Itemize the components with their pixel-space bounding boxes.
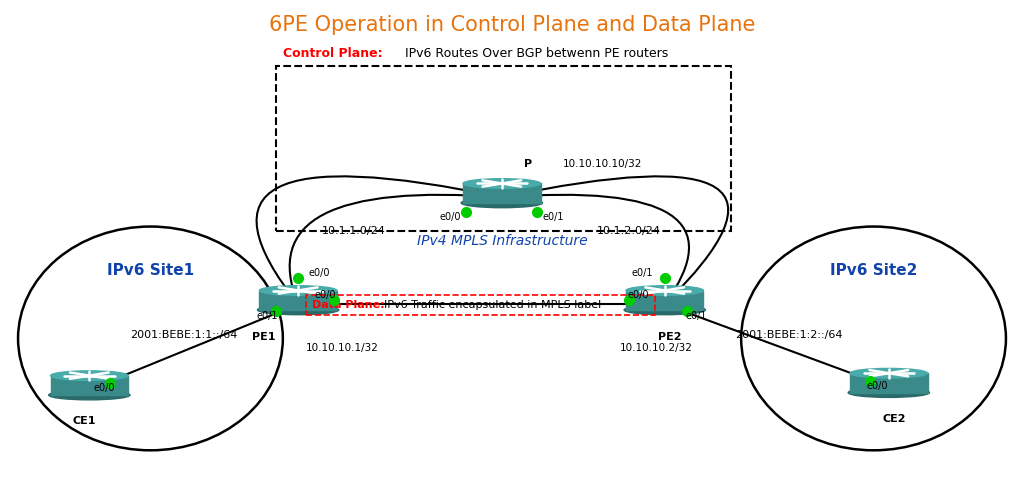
Ellipse shape <box>50 371 128 380</box>
Text: PE1: PE1 <box>252 333 275 342</box>
Text: 10.10.10.10/32: 10.10.10.10/32 <box>563 159 642 169</box>
Bar <box>850 373 928 393</box>
Bar <box>626 290 703 310</box>
Text: e0/0: e0/0 <box>314 290 336 300</box>
Text: Data Plane:: Data Plane: <box>312 300 385 310</box>
Text: CE1: CE1 <box>73 416 96 426</box>
Ellipse shape <box>257 305 339 315</box>
Ellipse shape <box>625 305 706 315</box>
Ellipse shape <box>850 369 928 378</box>
Ellipse shape <box>259 286 337 295</box>
Text: PE2: PE2 <box>658 333 682 342</box>
Ellipse shape <box>461 198 543 208</box>
Text: 2001:BEBE:1:2::/64: 2001:BEBE:1:2::/64 <box>735 330 843 339</box>
Text: e0/1: e0/1 <box>543 212 564 222</box>
Text: IPv6 Site1: IPv6 Site1 <box>106 263 194 278</box>
Text: CE2: CE2 <box>882 414 905 424</box>
Text: e0/0: e0/0 <box>308 268 330 278</box>
Text: IPv6 Routes Over BGP betwenn PE routers: IPv6 Routes Over BGP betwenn PE routers <box>393 47 668 61</box>
Text: 10.10.10.1/32: 10.10.10.1/32 <box>306 343 379 353</box>
Text: IPv6 Traffic encapsulated in MPLS label: IPv6 Traffic encapsulated in MPLS label <box>384 300 601 310</box>
Ellipse shape <box>848 388 930 398</box>
Text: 6PE Operation in Control Plane and Data Plane: 6PE Operation in Control Plane and Data … <box>269 15 755 34</box>
Text: e0/1: e0/1 <box>685 311 707 321</box>
Text: e0/0: e0/0 <box>93 383 115 393</box>
Text: 10.10.10.2/32: 10.10.10.2/32 <box>621 343 693 353</box>
Bar <box>50 375 128 395</box>
Text: 2001:BEBE:1:1::/64: 2001:BEBE:1:1::/64 <box>130 330 238 339</box>
Text: e0/1: e0/1 <box>631 268 652 278</box>
Bar <box>259 290 337 310</box>
Text: 10.1.1.0/24: 10.1.1.0/24 <box>323 226 386 237</box>
Bar <box>306 295 654 315</box>
Bar <box>275 66 731 231</box>
Text: e0/0: e0/0 <box>439 212 461 222</box>
Text: Control Plane:: Control Plane: <box>283 47 383 61</box>
Ellipse shape <box>463 179 541 188</box>
Text: e0/0: e0/0 <box>866 381 888 391</box>
Text: IPv6 Site2: IPv6 Site2 <box>829 263 918 278</box>
Ellipse shape <box>49 390 130 400</box>
Bar <box>463 184 541 203</box>
Text: IPv4 MPLS Infrastructure: IPv4 MPLS Infrastructure <box>417 234 587 248</box>
Text: e0/1: e0/1 <box>256 311 278 321</box>
Text: P: P <box>524 159 532 169</box>
Text: e0/0: e0/0 <box>627 290 648 300</box>
Text: 10.1.2.0/24: 10.1.2.0/24 <box>597 226 662 237</box>
Ellipse shape <box>626 286 703 295</box>
